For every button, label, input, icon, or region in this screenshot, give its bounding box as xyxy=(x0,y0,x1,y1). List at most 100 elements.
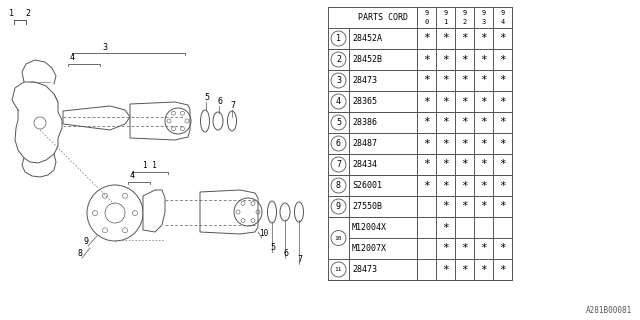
Text: 1: 1 xyxy=(336,34,341,43)
Text: 9: 9 xyxy=(500,10,504,16)
Text: *: * xyxy=(423,180,430,190)
Text: *: * xyxy=(442,97,449,107)
Text: 4: 4 xyxy=(70,53,74,62)
Text: *: * xyxy=(461,117,468,127)
Text: *: * xyxy=(461,76,468,85)
Text: 6: 6 xyxy=(284,249,289,258)
Text: *: * xyxy=(442,244,449,253)
Text: *: * xyxy=(442,76,449,85)
Text: *: * xyxy=(461,97,468,107)
Text: *: * xyxy=(423,97,430,107)
Text: *: * xyxy=(499,97,506,107)
Text: 10: 10 xyxy=(335,236,342,241)
Text: *: * xyxy=(480,76,487,85)
Text: 7: 7 xyxy=(298,255,303,264)
Text: *: * xyxy=(461,265,468,275)
Text: 9: 9 xyxy=(462,10,467,16)
Text: 10: 10 xyxy=(259,229,269,238)
Text: 27550B: 27550B xyxy=(352,202,382,211)
Text: *: * xyxy=(423,117,430,127)
Text: 28473: 28473 xyxy=(352,76,377,85)
Text: *: * xyxy=(480,97,487,107)
Text: *: * xyxy=(461,139,468,148)
Polygon shape xyxy=(130,102,190,140)
Text: 4: 4 xyxy=(336,97,341,106)
Text: 1: 1 xyxy=(444,19,447,25)
Text: *: * xyxy=(442,159,449,170)
Text: *: * xyxy=(442,139,449,148)
Text: *: * xyxy=(423,76,430,85)
Text: *: * xyxy=(499,34,506,44)
Text: *: * xyxy=(480,117,487,127)
Text: *: * xyxy=(499,180,506,190)
Text: *: * xyxy=(461,244,468,253)
Text: *: * xyxy=(442,202,449,212)
Text: *: * xyxy=(423,159,430,170)
Text: 28487: 28487 xyxy=(352,139,377,148)
Text: *: * xyxy=(499,117,506,127)
Text: 8: 8 xyxy=(336,181,341,190)
Text: PARTS CORD: PARTS CORD xyxy=(358,13,408,22)
Text: 5: 5 xyxy=(205,93,209,102)
Text: *: * xyxy=(499,202,506,212)
Text: *: * xyxy=(499,54,506,65)
Text: *: * xyxy=(480,139,487,148)
Text: 5: 5 xyxy=(336,118,341,127)
Text: 0: 0 xyxy=(424,19,429,25)
Text: 3: 3 xyxy=(336,76,341,85)
Text: 6: 6 xyxy=(218,97,223,106)
Text: *: * xyxy=(480,244,487,253)
Text: *: * xyxy=(423,139,430,148)
Text: 28434: 28434 xyxy=(352,160,377,169)
Text: 3: 3 xyxy=(481,19,486,25)
Text: 28365: 28365 xyxy=(352,97,377,106)
Text: 28473: 28473 xyxy=(352,265,377,274)
Text: *: * xyxy=(461,159,468,170)
Text: *: * xyxy=(442,54,449,65)
Text: *: * xyxy=(442,222,449,233)
Text: 2: 2 xyxy=(462,19,467,25)
Text: 2: 2 xyxy=(26,9,31,18)
Text: M12007X: M12007X xyxy=(352,244,387,253)
Text: 9: 9 xyxy=(481,10,486,16)
Text: *: * xyxy=(423,34,430,44)
Text: 28452A: 28452A xyxy=(352,34,382,43)
Text: 28452B: 28452B xyxy=(352,55,382,64)
Text: *: * xyxy=(499,76,506,85)
Text: 4: 4 xyxy=(129,171,134,180)
Text: *: * xyxy=(442,117,449,127)
Text: 11: 11 xyxy=(335,267,342,272)
Text: *: * xyxy=(461,54,468,65)
Text: *: * xyxy=(461,202,468,212)
Text: *: * xyxy=(442,180,449,190)
Text: 1 1: 1 1 xyxy=(143,161,157,170)
Text: 9: 9 xyxy=(83,237,88,246)
Text: 7: 7 xyxy=(230,101,236,110)
Text: 28386: 28386 xyxy=(352,118,377,127)
Text: 9: 9 xyxy=(424,10,429,16)
Polygon shape xyxy=(63,106,130,130)
Text: 8: 8 xyxy=(77,249,83,258)
Text: *: * xyxy=(480,54,487,65)
Text: *: * xyxy=(461,34,468,44)
Text: *: * xyxy=(499,139,506,148)
Polygon shape xyxy=(143,190,165,232)
Text: 9: 9 xyxy=(336,202,341,211)
Text: *: * xyxy=(499,265,506,275)
Text: 6: 6 xyxy=(336,139,341,148)
Text: A281B00081: A281B00081 xyxy=(586,306,632,315)
Text: 7: 7 xyxy=(336,160,341,169)
Text: *: * xyxy=(480,180,487,190)
Text: *: * xyxy=(461,180,468,190)
Text: 5: 5 xyxy=(271,243,275,252)
Text: *: * xyxy=(480,202,487,212)
Text: M12004X: M12004X xyxy=(352,223,387,232)
Text: 2: 2 xyxy=(336,55,341,64)
Text: *: * xyxy=(499,159,506,170)
Text: *: * xyxy=(480,265,487,275)
Text: *: * xyxy=(480,34,487,44)
Text: *: * xyxy=(423,54,430,65)
Text: 4: 4 xyxy=(500,19,504,25)
Text: 9: 9 xyxy=(444,10,447,16)
Text: S26001: S26001 xyxy=(352,181,382,190)
